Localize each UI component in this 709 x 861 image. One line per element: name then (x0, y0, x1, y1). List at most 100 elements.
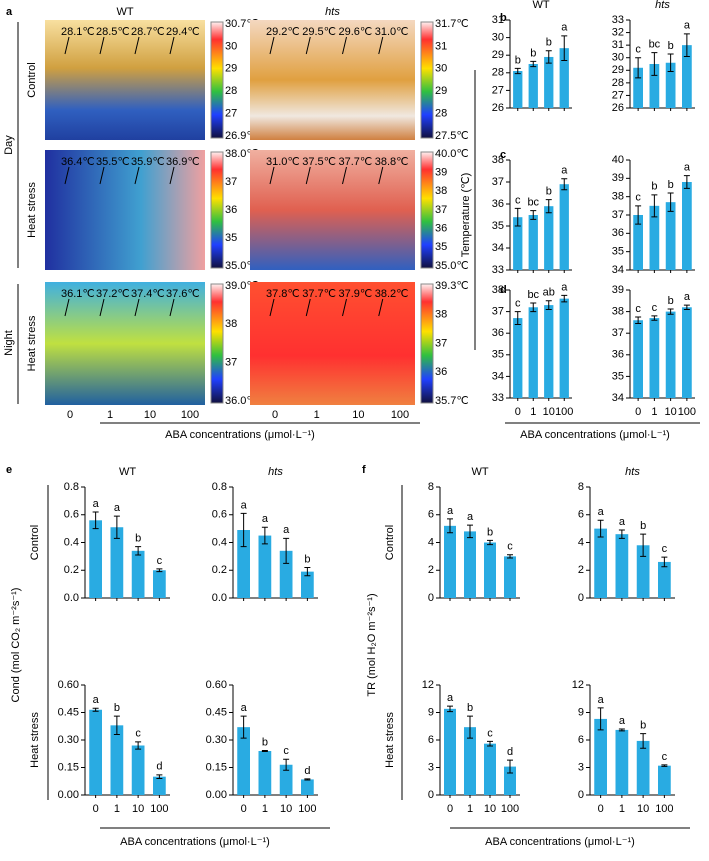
y-tick-label: 38 (612, 191, 624, 203)
colorbar (210, 151, 224, 269)
bar (279, 764, 293, 795)
temperature-annotation: 37.7℃ (302, 288, 336, 300)
y-tick-label: 0.60 (206, 679, 227, 691)
bar (528, 307, 538, 398)
significance-letter: bc (527, 289, 539, 301)
colorbar-label: 38 (225, 318, 237, 330)
error-bar (530, 60, 537, 68)
colorbar-label: 30 (225, 40, 237, 52)
error-bar (545, 199, 552, 214)
error-bar (304, 566, 311, 577)
temperature-annotation: 28.1℃ (61, 26, 95, 38)
y-tick-label: 34 (612, 392, 624, 404)
bar (615, 534, 629, 598)
significance-letter: a (684, 161, 691, 173)
colorbar-label: 39.3℃ (435, 280, 469, 292)
column-title: WT (116, 6, 133, 18)
error-bar (283, 537, 290, 564)
y-tick-label: 0.15 (206, 761, 227, 773)
bar (464, 531, 476, 598)
temperature-annotation: 36.9℃ (166, 156, 200, 168)
x-tick-label: 100 (501, 803, 519, 815)
bar (110, 527, 124, 598)
error-bar (156, 568, 163, 573)
error-bar (667, 308, 674, 315)
y-tick-label: 12 (572, 679, 584, 691)
bar (258, 535, 272, 598)
significance-letter: c (635, 303, 641, 315)
y-tick-label: 38 (612, 306, 624, 318)
panel-letter: f (362, 464, 366, 476)
error-bar (618, 529, 625, 539)
panel-letter: d (500, 284, 507, 296)
y-tick-label: 3 (428, 761, 434, 773)
y-tick-label: 31 (612, 39, 624, 51)
error-bar (597, 707, 604, 731)
temperature-annotation: 31.0℃ (266, 156, 300, 168)
bar (444, 525, 456, 598)
annotation-arrow (134, 166, 140, 185)
significance-letter: b (135, 533, 141, 545)
temperature-annotation: 29.6℃ (339, 26, 373, 38)
temperature-annotation: 28.5℃ (96, 26, 130, 38)
significance-letter: a (619, 715, 626, 727)
annotation-arrow (99, 166, 105, 185)
x-tick-label: 0 (93, 803, 99, 815)
bar (528, 64, 538, 108)
y-tick-label: 0.4 (212, 536, 227, 548)
significance-letter: a (114, 502, 121, 514)
y-tick-label: 33 (612, 14, 624, 26)
chart-title: hts (268, 466, 283, 478)
y-tick-label: 0.30 (206, 734, 227, 746)
colorbar-label: 35.7℃ (435, 395, 469, 407)
y-tick-label: 2 (578, 564, 584, 576)
temperature-annotation: 37.8℃ (266, 288, 300, 300)
bar (513, 71, 523, 108)
error-bar (487, 740, 493, 747)
annotation-arrow (378, 36, 384, 55)
y-tick-label: 34 (492, 370, 504, 382)
x-tick-label: 0 (635, 406, 641, 418)
x-axis-label: ABA concentrations (μmol·L⁻¹) (485, 836, 635, 848)
y-tick-label: 6 (428, 734, 434, 746)
row-label: Control (26, 62, 38, 97)
x-tick-label: 1 (314, 409, 320, 421)
significance-letter: b (114, 702, 120, 714)
bar (633, 67, 643, 108)
significance-letter: a (467, 511, 474, 523)
x-tick-label: 10 (280, 803, 292, 815)
significance-letter: b (651, 181, 657, 193)
colorbar-label: 40.0℃ (435, 148, 469, 160)
thermal-image (250, 150, 415, 270)
significance-letter: c (283, 745, 289, 757)
temperature-annotation: 31.0℃ (375, 26, 409, 38)
thermal-image (45, 20, 205, 140)
colorbar (210, 283, 224, 404)
error-bar (261, 749, 268, 753)
bar (544, 206, 554, 270)
bar (665, 202, 676, 270)
error-bar (135, 741, 142, 750)
panel-letter: b (500, 12, 507, 24)
annotation-arrow (342, 166, 347, 185)
bar (615, 729, 629, 795)
thermal-image (250, 20, 415, 140)
bar (153, 776, 166, 795)
chart-title: WT (471, 466, 488, 478)
colorbar-label: 31 (435, 40, 447, 52)
significance-letter: a (561, 165, 568, 177)
y-tick-label: 29 (492, 49, 504, 61)
temperature-annotation: 37.6℃ (166, 288, 200, 300)
bar (110, 725, 124, 795)
error-bar (640, 533, 647, 557)
bar (544, 56, 554, 108)
x-tick-label: 100 (298, 803, 316, 815)
significance-letter: a (447, 692, 454, 704)
significance-letter: c (652, 302, 658, 314)
error-bar (514, 311, 521, 326)
significance-letter: b (515, 54, 521, 66)
significance-letter: c (507, 541, 513, 553)
colorbar-label: 36 (225, 204, 237, 216)
y-tick-label: 0.45 (206, 706, 227, 718)
y-tick-label: 27 (612, 89, 624, 101)
